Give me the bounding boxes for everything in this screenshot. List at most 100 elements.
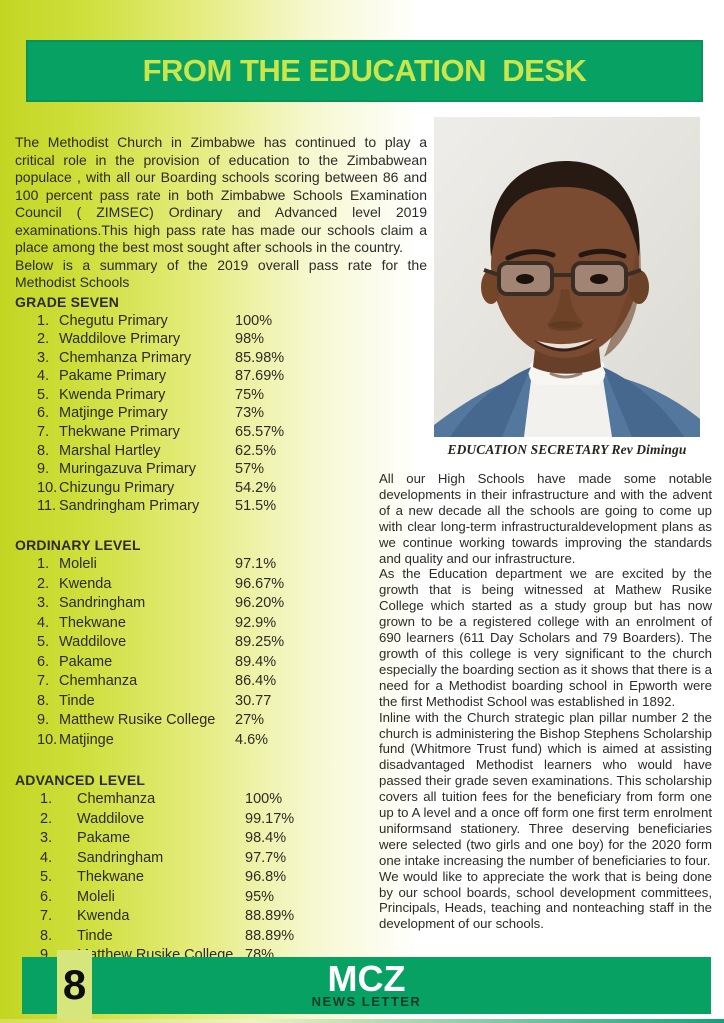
school-name: Waddilove Primary bbox=[59, 331, 181, 348]
pass-rate-value: 97.1% bbox=[235, 556, 277, 573]
item-number: 8. bbox=[37, 442, 50, 459]
ordinary-level-list: 1. Moleli 97.1% 2. Kwenda 96.67% 3. Sand… bbox=[15, 555, 427, 750]
item-number: 3. bbox=[37, 595, 50, 612]
list-item: 3. Chemhanza Primary 85.98% bbox=[15, 349, 427, 368]
school-name: Kwenda bbox=[59, 575, 112, 592]
body-paragraph: Inline with the Church strategic plan pi… bbox=[379, 709, 712, 868]
item-number: 4. bbox=[40, 849, 53, 866]
pass-rate-value: 100% bbox=[235, 312, 273, 329]
list-item: 8. Tinde 30.77 bbox=[15, 692, 427, 712]
page-number-box: 8 bbox=[57, 950, 92, 1020]
body-paragraph: We would like to appreciate the work tha… bbox=[379, 868, 712, 932]
ordinary-level-section: ORDINARY LEVEL 1. Moleli 97.1% 2. Kwenda… bbox=[15, 537, 427, 750]
school-name: Chemhanza Primary bbox=[59, 349, 192, 366]
item-number: 10. bbox=[37, 731, 58, 748]
grade-seven-heading: GRADE SEVEN bbox=[15, 293, 120, 310]
pass-rate-value: 57% bbox=[235, 461, 265, 478]
pass-rate-value: 54.2% bbox=[235, 479, 277, 496]
item-number: 8. bbox=[37, 692, 50, 709]
pass-rate-value: 85.98% bbox=[235, 349, 285, 366]
school-name: Waddilove bbox=[59, 634, 127, 651]
footer-bar: MCZ NEWS LETTER bbox=[22, 957, 711, 1014]
list-item: 8. Tinde 88.89% bbox=[15, 927, 427, 947]
item-number: 3. bbox=[40, 830, 53, 847]
body-paragraph: All our High Schools have made some nota… bbox=[379, 471, 712, 566]
pass-rate-value: 75% bbox=[235, 386, 265, 403]
list-item: 4. Pakame Primary 87.69% bbox=[15, 367, 427, 386]
item-number: 6. bbox=[40, 888, 53, 905]
pass-rate-value: 62.5% bbox=[235, 442, 277, 459]
school-name: Matthew Rusike College bbox=[59, 712, 216, 729]
item-number: 7. bbox=[40, 908, 53, 925]
pass-rate-value: 95% bbox=[245, 888, 275, 905]
item-number: 5. bbox=[37, 386, 50, 403]
school-name: Sandringham bbox=[77, 849, 164, 866]
item-number: 2. bbox=[40, 810, 53, 827]
item-number: 4. bbox=[37, 368, 50, 385]
left-column: The Methodist Church in Zimbabwe has con… bbox=[15, 134, 427, 985]
right-column: All our High Schools have made some nota… bbox=[379, 471, 712, 932]
school-name: Pakame Primary bbox=[59, 368, 167, 385]
pass-rate-value: 96.20% bbox=[235, 595, 285, 612]
grade-seven-list: 1. Chegutu Primary 100% 2. Waddilove Pri… bbox=[15, 312, 427, 517]
list-item: 9. Muringazuva Primary 57% bbox=[15, 460, 427, 479]
pass-rate-value: 51.5% bbox=[235, 498, 277, 515]
list-item: 5. Thekwane 96.8% bbox=[15, 868, 427, 888]
pass-rate-value: 27% bbox=[235, 712, 265, 729]
school-name: Tinde bbox=[77, 927, 113, 944]
list-item: 7. Thekwane Primary 65.57% bbox=[15, 423, 427, 442]
list-item: 2. Waddilove 99.17% bbox=[15, 810, 427, 830]
mcz-logo: MCZ bbox=[327, 957, 406, 999]
body-paragraph: As the Education department we are excit… bbox=[379, 566, 712, 709]
list-item: 9. Matthew Rusike College 27% bbox=[15, 711, 427, 731]
school-name: Chemhanza bbox=[59, 673, 138, 690]
pass-rate-value: 88.89% bbox=[245, 908, 295, 925]
item-number: 2. bbox=[37, 331, 50, 348]
pass-rate-value: 97.7% bbox=[245, 849, 287, 866]
pass-rate-value: 89.25% bbox=[235, 634, 285, 651]
pass-rate-value: 4.6% bbox=[235, 731, 269, 748]
pass-rate-value: 96.67% bbox=[235, 575, 285, 592]
list-item: 8. Marshal Hartley 62.5% bbox=[15, 442, 427, 461]
school-name: Thekwane bbox=[77, 869, 144, 886]
list-item: 1. Moleli 97.1% bbox=[15, 555, 427, 575]
school-name: Thekwane bbox=[59, 614, 126, 631]
item-number: 6. bbox=[37, 653, 50, 670]
list-item: 4. Thekwane 92.9% bbox=[15, 614, 427, 634]
item-number: 10. bbox=[37, 479, 58, 496]
school-name: Chizungu Primary bbox=[59, 479, 175, 496]
list-item: 10. Matjinge 4.6% bbox=[15, 731, 427, 751]
school-name: Chegutu Primary bbox=[59, 312, 168, 329]
item-number: 2. bbox=[37, 575, 50, 592]
list-item: 1. Chegutu Primary 100% bbox=[15, 312, 427, 331]
pass-rate-value: 89.4% bbox=[235, 653, 277, 670]
pass-rate-value: 65.57% bbox=[235, 424, 285, 441]
item-number: 1. bbox=[40, 791, 53, 808]
list-item: 5. Waddilove 89.25% bbox=[15, 633, 427, 653]
school-name: Pakame bbox=[77, 830, 131, 847]
school-name: Moleli bbox=[77, 888, 115, 905]
photo-caption: EDUCATION SECRETARY Rev Dimingu bbox=[447, 442, 687, 457]
item-number: 5. bbox=[40, 869, 53, 886]
school-name: Sandringham bbox=[59, 595, 146, 612]
list-item: 7. Kwenda 88.89% bbox=[15, 907, 427, 927]
pass-rate-value: 87.69% bbox=[235, 368, 285, 385]
item-number: 7. bbox=[37, 424, 50, 441]
page-number: 8 bbox=[62, 961, 87, 1008]
item-number: 9. bbox=[37, 712, 50, 729]
header-banner: FROM THE EDUCATION DESK bbox=[26, 40, 703, 102]
school-name: Chemhanza bbox=[77, 791, 156, 808]
pass-rate-value: 30.77 bbox=[235, 692, 272, 709]
list-item: 6. Moleli 95% bbox=[15, 888, 427, 908]
school-name: Kwenda Primary bbox=[59, 386, 166, 403]
item-number: 1. bbox=[37, 556, 50, 573]
newsletter-label: NEWS LETTER bbox=[311, 993, 422, 1009]
school-name: Moleli bbox=[59, 556, 97, 573]
school-name: Muringazuva Primary bbox=[59, 461, 196, 478]
pass-rate-value: 99.17% bbox=[245, 810, 295, 827]
item-number: 7. bbox=[37, 673, 50, 690]
list-item: 3. Pakame 98.4% bbox=[15, 829, 427, 849]
summary-note: Below is a summary of the 2019 overall p… bbox=[15, 256, 427, 291]
pass-rate-value: 88.89% bbox=[245, 927, 295, 944]
